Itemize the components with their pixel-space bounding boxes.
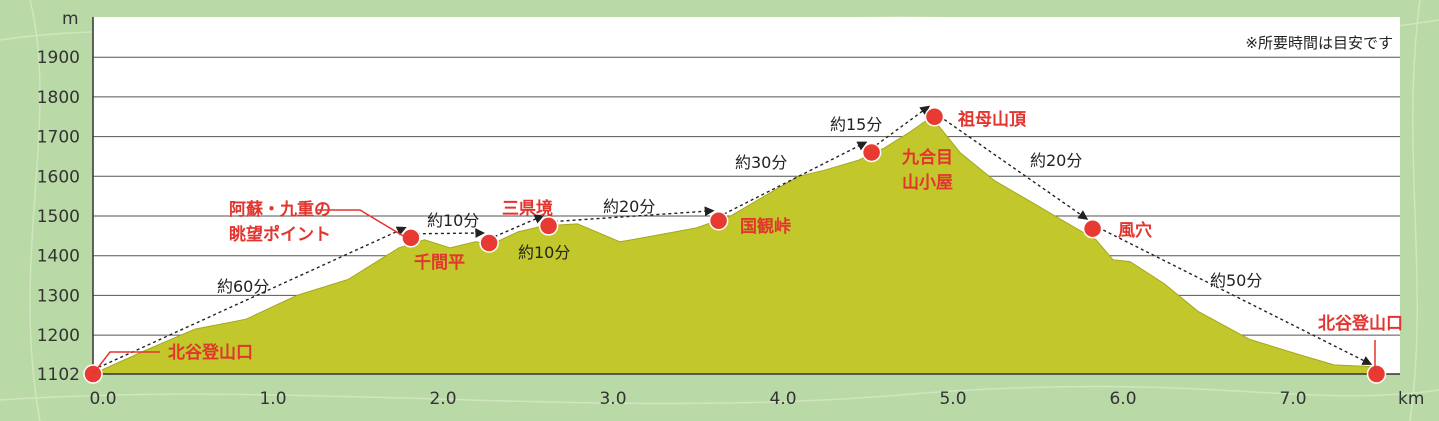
label-viewpoint-line2: 眺望ポイント <box>229 224 331 245</box>
leader-lines <box>92 209 1376 375</box>
time-note: ※所要時間は目安です <box>1245 34 1393 52</box>
y-unit-label: m <box>62 9 79 29</box>
segment-time-label: 約20分 <box>603 197 655 216</box>
y-tick-label: 1700 <box>37 128 80 148</box>
waypoint-marker <box>861 142 882 163</box>
time-segment-arrow <box>410 228 486 238</box>
waypoint-marker <box>1082 218 1103 239</box>
label-hut-line2: 山小屋 <box>902 173 953 193</box>
segment-time-label: 約20分 <box>1030 151 1082 170</box>
y-tick-label: 1102 <box>37 365 80 385</box>
label-sankenzakai: 三県境 <box>502 198 553 219</box>
label-kunimitoge: 国観峠 <box>740 216 791 237</box>
waypoint-marker <box>708 211 729 231</box>
segment-time-label: 約15分 <box>830 115 882 134</box>
label-fuketsu: 風穴 <box>1118 220 1152 241</box>
y-tick-label: 1500 <box>37 207 80 227</box>
label-sengenbira: 千間平 <box>414 253 465 273</box>
waypoint-marker <box>1366 364 1387 384</box>
segment-time-label: 約30分 <box>735 153 787 172</box>
x-unit-label: km <box>1398 389 1424 409</box>
y-tick-label: 1800 <box>37 88 80 108</box>
label-viewpoint-line1: 阿蘇・九重の <box>229 199 331 220</box>
x-tick-labels: 0.0 1.0 2.0 3.0 4.0 5.0 6.0 7.0 <box>89 389 1306 409</box>
label-north-trailhead-start: 北谷登山口 <box>168 342 253 363</box>
label-summit: 祖母山頂 <box>957 109 1027 130</box>
y-tick-label: 1200 <box>37 326 80 346</box>
y-tick-label: 1300 <box>37 286 80 306</box>
time-segment-arrow <box>488 214 545 240</box>
axes <box>92 17 1400 375</box>
x-tick-label: 2.0 <box>429 389 456 409</box>
time-segment-arrow <box>934 112 1089 220</box>
y-tick-label: 1400 <box>37 247 80 267</box>
time-segments <box>92 105 1373 371</box>
x-tick-label: 3.0 <box>599 389 626 409</box>
y-tick-label: 1600 <box>37 167 80 187</box>
segment-time-labels: 約60分 約10分 約10分 約20分 約30分 約15分 約20分 約50分 <box>217 115 1262 296</box>
x-tick-label: 4.0 <box>769 389 796 409</box>
x-tick-label: 6.0 <box>1109 389 1136 409</box>
segment-time-label: 約60分 <box>217 277 269 296</box>
label-hut-line1: 九合目 <box>901 147 953 168</box>
y-tick-labels: 1102 1200 1300 1400 1500 1600 1700 1800 1900 <box>37 48 80 385</box>
x-tick-label: 0.0 <box>89 389 116 409</box>
time-segment-arrow <box>1092 224 1373 365</box>
x-tick-label: 7.0 <box>1279 389 1306 409</box>
segment-time-label: 約10分 <box>427 211 479 230</box>
waypoint-labels: 北谷登山口 阿蘇・九重の 眺望ポイント 千間平 三県境 国観峠 九合目 山小屋 … <box>168 109 1403 363</box>
waypoints <box>83 106 1387 384</box>
waypoint-marker <box>479 233 499 253</box>
segment-time-label: 約50分 <box>1210 271 1262 290</box>
waypoint-marker <box>401 228 421 248</box>
waypoint-marker <box>924 106 945 127</box>
x-tick-label: 1.0 <box>259 389 286 409</box>
y-tick-label: 1900 <box>37 48 80 68</box>
waypoint-marker <box>538 216 559 236</box>
label-north-trailhead-end: 北谷登山口 <box>1318 313 1403 334</box>
segment-time-label: 約10分 <box>518 243 570 262</box>
x-tick-label: 5.0 <box>939 389 966 409</box>
